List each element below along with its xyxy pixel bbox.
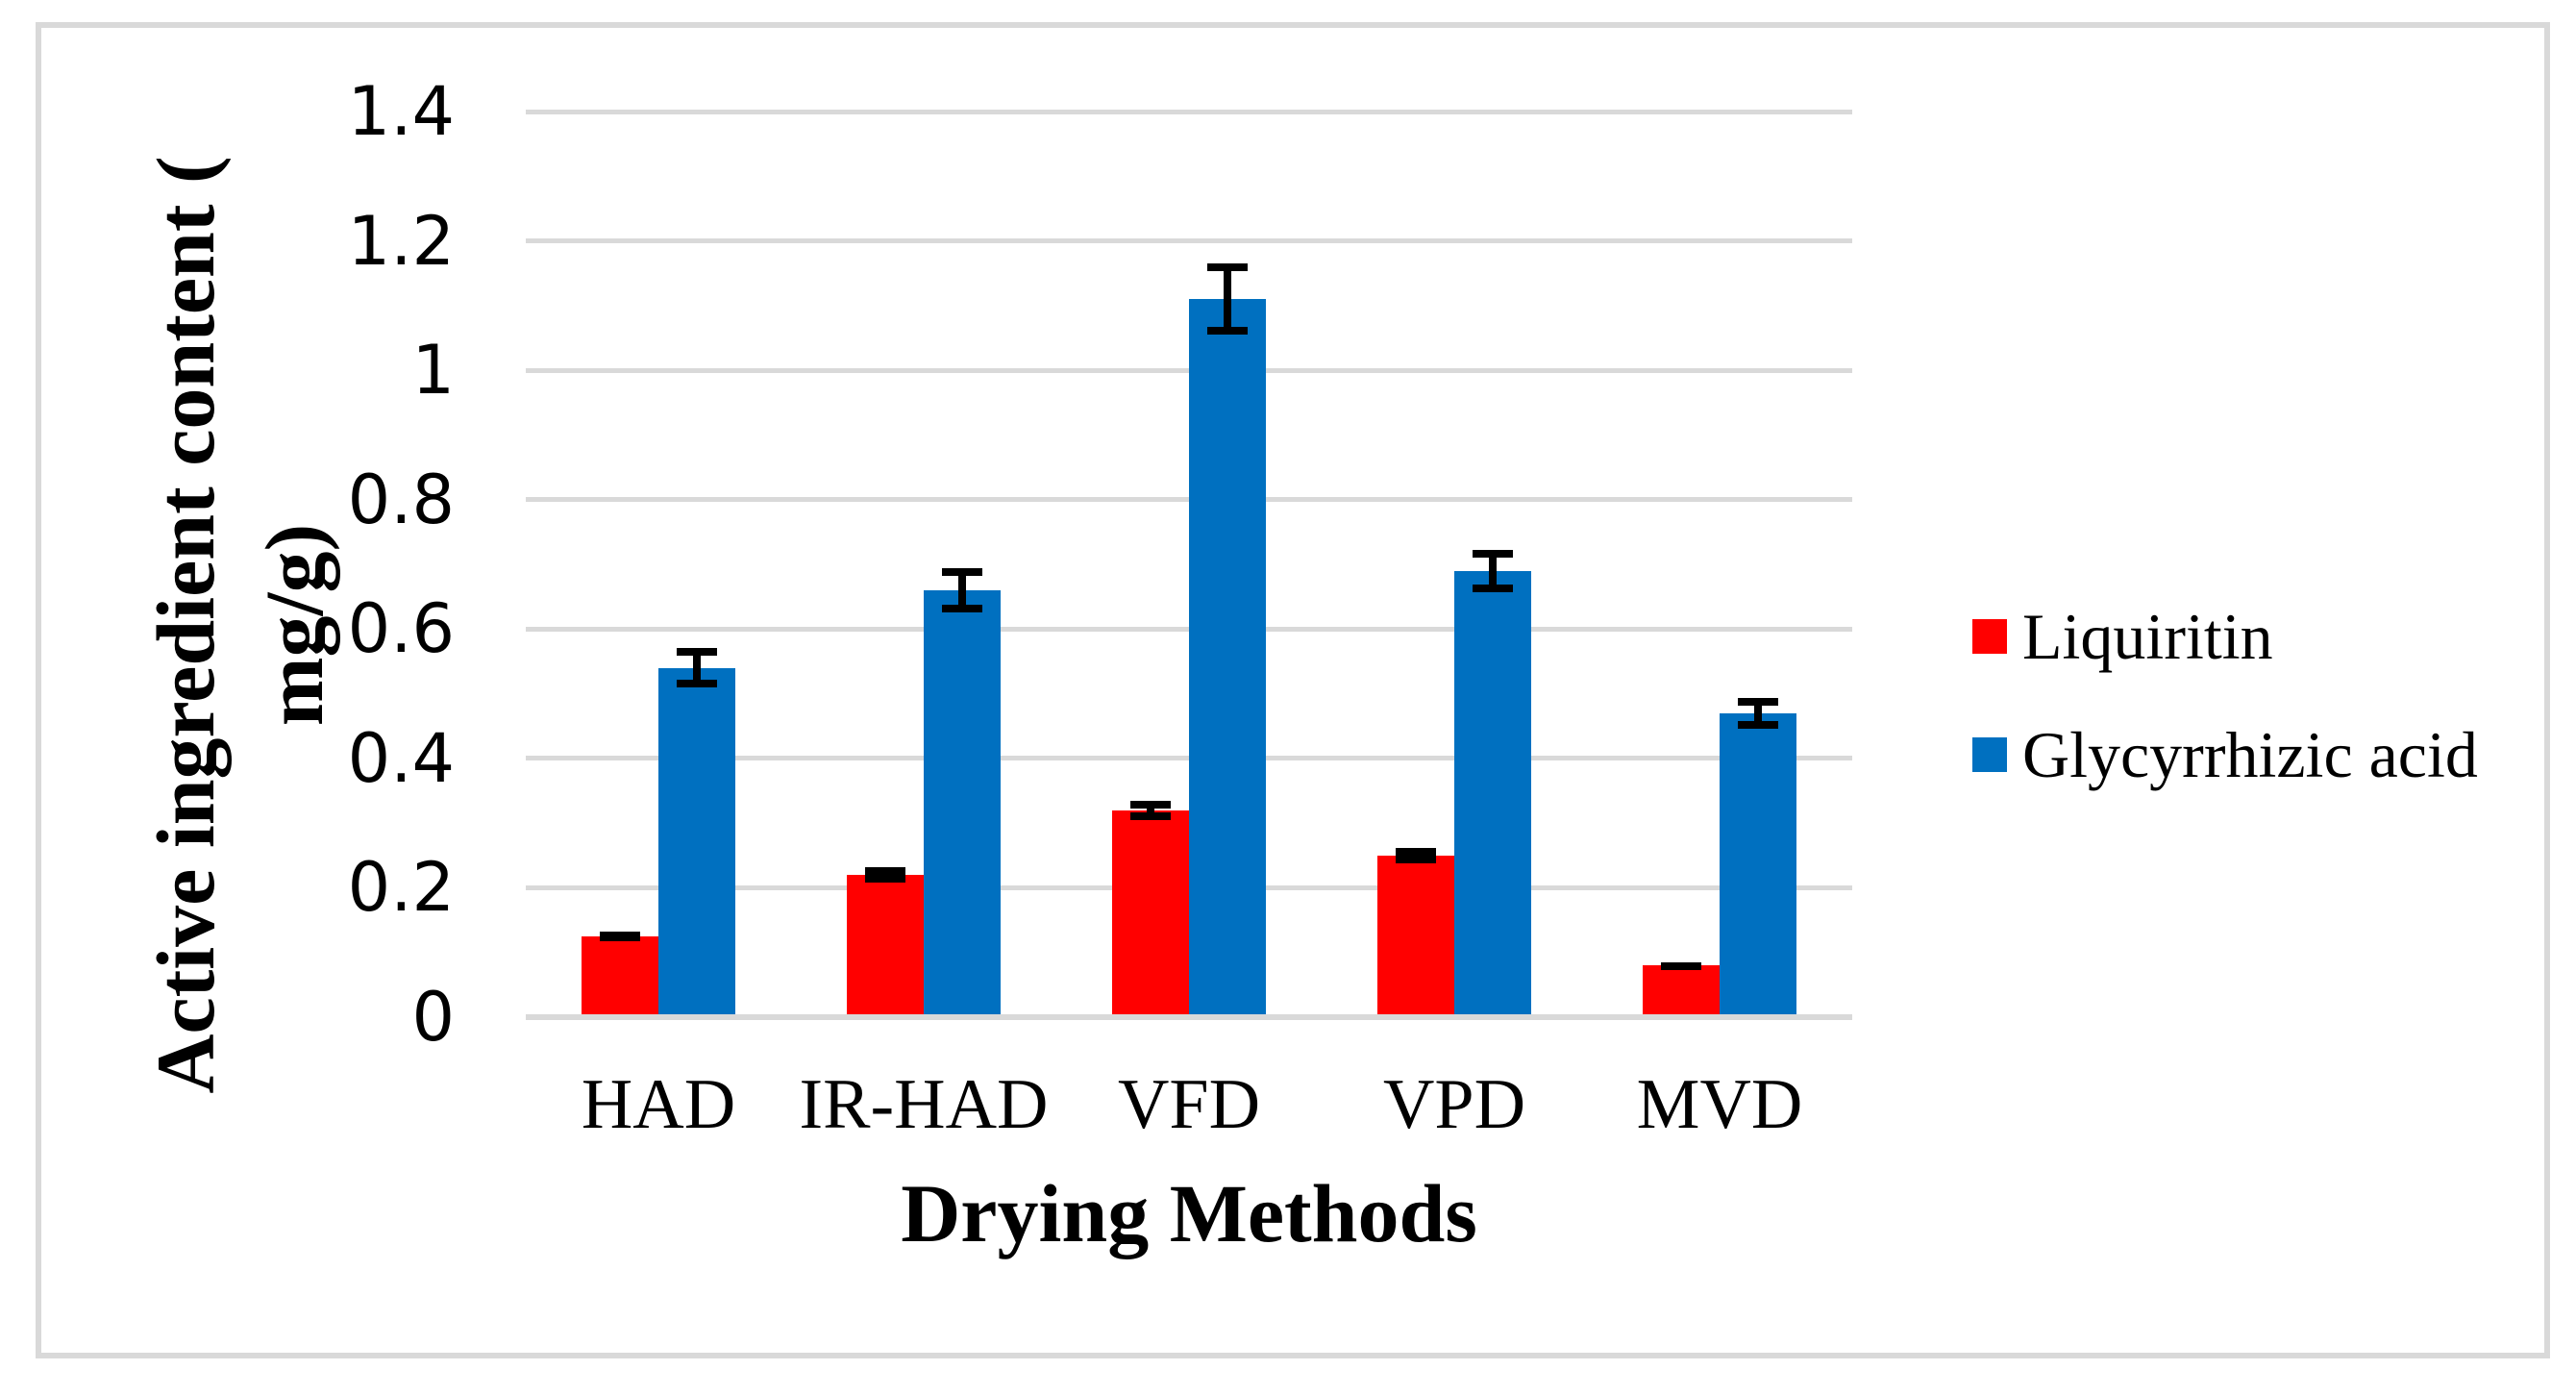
error-bar-cap-top (1473, 549, 1513, 558)
error-bar (1207, 263, 1248, 336)
error-bar-line (693, 648, 701, 687)
error-bar (1738, 697, 1778, 729)
bar-glycyrrhizic-acid-vpd (1454, 570, 1531, 1017)
y-tick-label: 1.2 (347, 201, 455, 281)
bar-liquiritin-ir-had (847, 874, 924, 1017)
bar-glycyrrhizic-acid-mvd (1720, 712, 1796, 1017)
y-tick-label: 0.2 (347, 848, 455, 928)
error-bar-cap-top (677, 648, 717, 657)
error-bar-cap-bottom (1207, 327, 1248, 336)
error-bar-cap-top (865, 866, 905, 875)
error-bar-cap-top (1738, 697, 1778, 706)
error-bar-cap-bottom (865, 875, 905, 884)
error-bar (1661, 961, 1701, 970)
y-tick-label: 1 (411, 331, 455, 411)
bar-glycyrrhizic-acid-vfd (1189, 299, 1266, 1017)
error-bar-line (1489, 549, 1497, 592)
x-tick-label-ir-had: IR-HAD (799, 1065, 1049, 1144)
legend-swatch-liquiritin (1972, 619, 2007, 654)
y-tick-label: 0.4 (347, 718, 455, 798)
legend: Liquiritin Glycyrrhizic acid (1972, 596, 2478, 833)
error-bar-cap-top (1130, 800, 1171, 809)
x-tick-label-had: HAD (581, 1065, 736, 1144)
error-bar-cap-top (1396, 847, 1436, 856)
y-tick-label: 0.8 (347, 460, 455, 539)
x-tick-label-vpd: VPD (1382, 1065, 1526, 1144)
error-bar-line (958, 568, 966, 612)
x-axis-line (526, 1014, 1852, 1020)
error-bar (1473, 549, 1513, 592)
error-bar (600, 931, 640, 942)
chart-frame (36, 22, 2550, 1358)
y-tick-label: 0 (411, 978, 455, 1057)
error-bar-cap-bottom (1661, 961, 1701, 970)
legend-item-liquiritin: Liquiritin (1972, 596, 2478, 677)
error-bar-cap-bottom (677, 679, 717, 687)
error-bar-line (1224, 263, 1231, 336)
error-bar (1130, 800, 1171, 820)
y-tick-label: 0.6 (347, 589, 455, 669)
error-bar (677, 648, 717, 687)
bar-liquiritin-vpd (1377, 855, 1454, 1017)
error-bar-line (1412, 847, 1420, 863)
bar-liquiritin-had (582, 935, 658, 1017)
gridline (526, 238, 1852, 244)
bar-liquiritin-mvd (1643, 965, 1720, 1017)
plot-area (526, 109, 1852, 1020)
legend-item-glycyrrhizic-acid: Glycyrrhizic acid (1972, 714, 2478, 795)
error-bar-cap-bottom (942, 604, 982, 612)
error-bar-cap-bottom (1130, 811, 1171, 820)
error-bar-cap-top (942, 568, 982, 577)
gridline (526, 109, 1852, 114)
error-bar-line (1147, 800, 1154, 820)
error-bar-line (881, 866, 889, 884)
legend-label-liquiritin: Liquiritin (2022, 599, 2273, 673)
bar-liquiritin-vfd (1112, 810, 1189, 1017)
legend-label-glycyrrhizic-acid: Glycyrrhizic acid (2022, 717, 2478, 791)
bar-glycyrrhizic-acid-had (658, 667, 735, 1017)
y-tick-label: 1.4 (347, 72, 455, 151)
error-bar-line (1754, 697, 1762, 729)
x-tick-label-mvd: MVD (1636, 1065, 1803, 1144)
bar-glycyrrhizic-acid-ir-had (924, 589, 1001, 1017)
error-bar-cap-bottom (1473, 584, 1513, 592)
legend-swatch-glycyrrhizic-acid (1972, 737, 2007, 772)
x-tick-label-vfd: VFD (1117, 1065, 1261, 1144)
error-bar-cap-bottom (1738, 720, 1778, 729)
x-axis-title: Drying Methods (901, 1167, 1477, 1259)
error-bar-cap-bottom (1396, 855, 1436, 863)
y-axis-title-line1: Active ingredient content ( (139, 156, 232, 1094)
error-bar (1396, 847, 1436, 863)
error-bar (865, 866, 905, 884)
error-bar (942, 568, 982, 612)
error-bar-cap-bottom (600, 934, 640, 942)
error-bar-cap-top (1207, 263, 1248, 272)
